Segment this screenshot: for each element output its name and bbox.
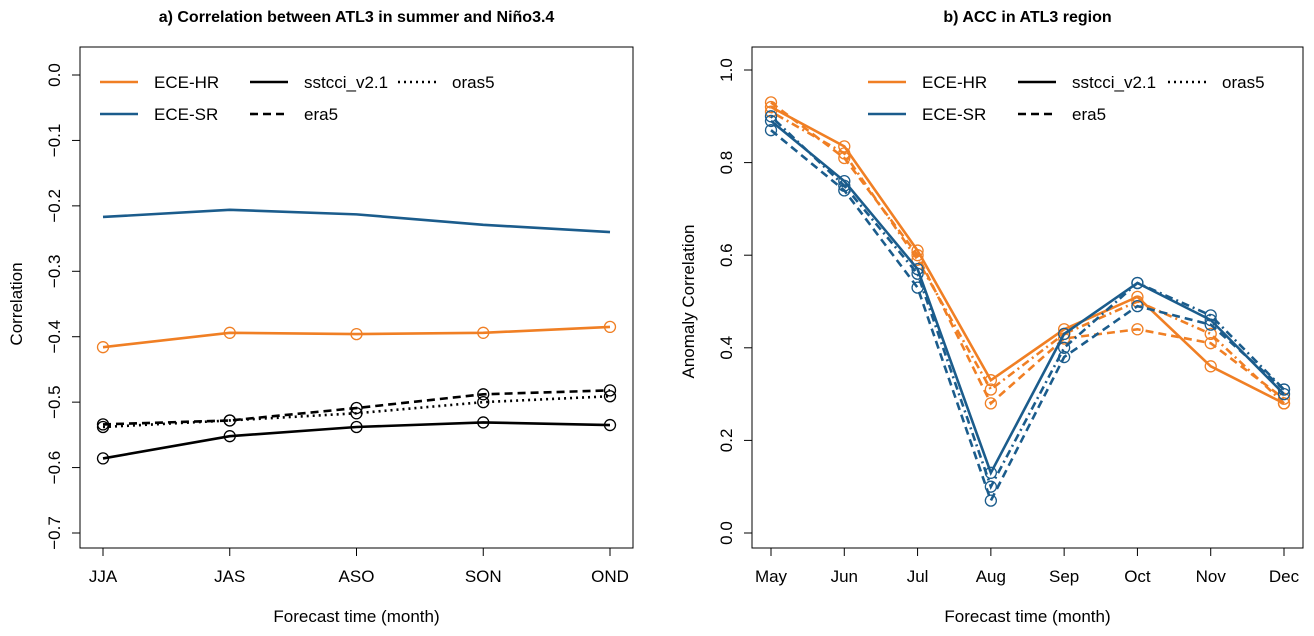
y-tick-label: 0.8 [717,151,736,175]
data-point [96,341,110,354]
series-line [102,394,611,429]
series-line [102,421,611,460]
data-point [911,249,924,262]
data-point [477,416,490,429]
x-tick-label: Dec [1269,567,1300,586]
x-tick-label: JJA [89,567,118,586]
series-line [770,115,1285,490]
data-point [603,320,617,334]
y-tick-label: 0.0 [717,521,736,545]
y-tick-label: 1.0 [717,58,736,82]
data-point [984,397,998,410]
data-point [838,147,851,160]
legend-label: era5 [304,105,338,124]
y-tick-label: −0.1 [45,124,64,158]
data-point [1204,337,1217,350]
data-point [838,179,851,192]
data-point [223,430,236,443]
x-axis-label: Forecast time (month) [273,607,439,626]
data-point [984,494,998,507]
chart-title: b) ACC in ATL3 region [943,9,1111,26]
x-tick-label: Jul [907,567,929,586]
data-point [911,267,924,280]
data-point [984,480,998,493]
series-line [102,208,611,234]
series-line [102,325,611,349]
x-axis-label: Forecast time (month) [944,607,1110,626]
legend-label: sstcci_v2.1 [1072,73,1156,92]
series-line [770,101,1285,406]
data-point [477,326,490,339]
x-tick-label: Sep [1049,567,1079,586]
data-point [1204,360,1217,373]
y-tick-label: −0.4 [45,320,64,354]
data-point [984,383,998,396]
data-point [1131,323,1144,336]
data-point [223,326,236,339]
data-point [1277,397,1291,410]
y-tick-label: −0.2 [45,189,64,223]
data-point [764,110,778,123]
data-point [1131,276,1144,290]
x-tick-label: OND [591,567,629,586]
y-tick-label: 0.0 [45,63,64,87]
data-point [603,390,617,403]
series-line [770,129,1285,504]
y-tick-label: −0.3 [45,255,64,289]
data-point [1131,299,1144,313]
series-line [770,105,1285,405]
data-point [223,414,236,427]
data-point [96,452,110,465]
data-point [1057,327,1071,341]
y-axis-label: Anomaly Correlation [679,224,698,378]
plot-frame [751,46,1304,549]
data-point [350,327,363,341]
legend-label: ECE-SR [922,105,986,124]
data-point [1277,383,1291,396]
x-tick-label: May [755,567,788,586]
data-point [477,395,490,409]
legend-label: era5 [1072,105,1106,124]
x-tick-label: Aug [976,567,1006,586]
data-point [1204,327,1217,341]
x-tick-label: Jun [831,567,858,586]
x-tick-label: Nov [1196,567,1227,586]
x-tick-label: Oct [1124,567,1151,586]
y-tick-label: 0.6 [717,243,736,267]
y-tick-label: −0.6 [45,451,64,485]
y-tick-label: 0.4 [717,336,736,360]
data-point [764,96,778,109]
data-point [1204,318,1217,331]
y-tick-label: −0.7 [45,516,64,550]
data-point [350,420,363,434]
data-point [1057,341,1071,354]
legend-label: ECE-HR [154,73,219,92]
data-point [603,418,617,432]
series-line [770,110,1285,405]
data-point [477,388,490,401]
legend-label: ECE-SR [154,105,218,124]
legend-label: oras5 [1222,73,1265,92]
y-axis-label: Correlation [7,262,26,345]
y-tick-label: 0.2 [717,429,736,453]
data-point [96,420,110,434]
data-point [911,281,924,294]
legend-label: ECE-HR [922,73,987,92]
x-tick-label: JAS [214,567,245,586]
y-tick-label: −0.5 [45,385,64,419]
legend-label: sstcci_v2.1 [304,73,388,92]
data-point [764,124,778,137]
data-point [911,253,924,266]
data-point [350,407,363,420]
x-tick-label: ASO [339,567,375,586]
x-tick-label: SON [465,567,502,586]
chart-title: a) Correlation between ATL3 in summer an… [159,9,555,26]
data-point [603,384,617,397]
series-line [770,119,1285,477]
legend-label: oras5 [452,73,495,92]
data-point [1204,309,1217,322]
